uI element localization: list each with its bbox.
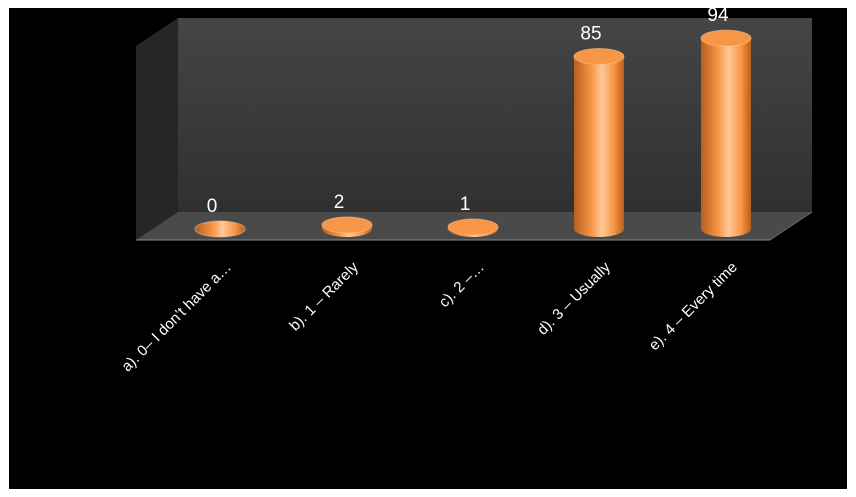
value-label-b: 2 bbox=[334, 192, 345, 213]
value-label-e: 94 bbox=[707, 5, 729, 26]
value-label-c: 1 bbox=[460, 194, 471, 215]
floor-edge-right bbox=[769, 211, 813, 241]
value-label-d: 85 bbox=[580, 23, 601, 44]
bar-body bbox=[701, 38, 751, 238]
bar-b bbox=[321, 216, 373, 237]
bars-layer bbox=[194, 29, 752, 238]
bar-c bbox=[447, 218, 499, 237]
bar-e bbox=[700, 29, 752, 238]
bar-d bbox=[573, 47, 625, 238]
bar-top bbox=[573, 47, 625, 65]
back-wall bbox=[178, 18, 812, 212]
value-labels-layer: 0 2 1 85 94 bbox=[207, 5, 729, 217]
bar-body bbox=[574, 56, 624, 238]
bar-top bbox=[447, 218, 499, 236]
side-wall bbox=[136, 18, 178, 240]
bar-top bbox=[321, 216, 373, 234]
value-label-a: 0 bbox=[207, 196, 218, 217]
bar-top bbox=[194, 220, 246, 238]
bar-top bbox=[700, 29, 752, 47]
bar-a bbox=[194, 220, 246, 238]
